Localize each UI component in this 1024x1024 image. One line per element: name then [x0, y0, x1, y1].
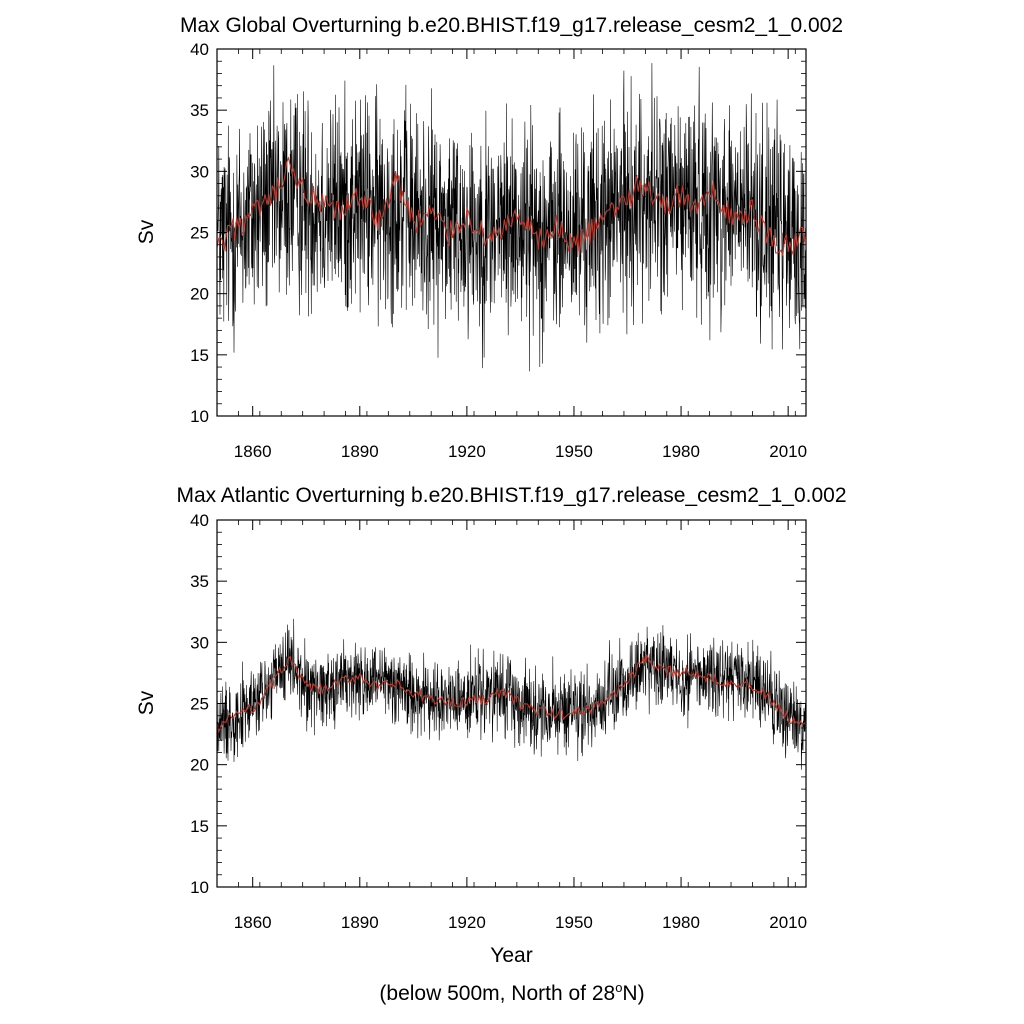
x-tick-label: 2010 — [769, 913, 807, 932]
y-tick-label: 40 — [190, 511, 209, 530]
x-tick-label: 1920 — [448, 913, 486, 932]
series-line-smoothed — [217, 653, 806, 734]
y-axis-label: Sv — [135, 690, 158, 715]
x-tick-label: 1860 — [234, 913, 272, 932]
y-axis: 10 15 20 25 30 35 40 — [190, 511, 806, 897]
x-tick-label: 2010 — [769, 442, 807, 461]
plot-area — [217, 63, 806, 372]
series-line-monthly — [217, 63, 806, 372]
x-tick-label: 1950 — [555, 442, 593, 461]
chart-panel-1: Max Global Overturning b.e20.BHIST.f19_g… — [135, 14, 843, 461]
footnote-degree: o — [615, 980, 623, 995]
x-axis: 1860 1890 1920 1950 1980 2010 — [216, 49, 807, 461]
footnote-suffix: N) — [622, 982, 645, 1005]
x-tick-label: 1980 — [662, 913, 700, 932]
x-tick-label: 1890 — [341, 913, 379, 932]
chart-title: Max Atlantic Overturning b.e20.BHIST.f19… — [176, 484, 846, 507]
y-axis: 10 15 20 25 30 35 40 — [190, 40, 806, 426]
y-tick-label: 10 — [190, 407, 209, 426]
y-tick-label: 40 — [190, 40, 209, 59]
y-tick-label: 15 — [190, 346, 209, 365]
series-line-monthly — [217, 618, 806, 770]
x-axis: 1860 1890 1920 1950 1980 2010 — [216, 520, 807, 932]
x-tick-label: 1890 — [341, 442, 379, 461]
y-tick-label: 15 — [190, 817, 209, 836]
plot-area — [217, 618, 806, 770]
chart-panel-2: Max Atlantic Overturning b.e20.BHIST.f19… — [135, 484, 847, 967]
y-tick-label: 35 — [190, 101, 209, 120]
x-tick-label: 1860 — [234, 442, 272, 461]
y-tick-label: 10 — [190, 878, 209, 897]
y-tick-label: 20 — [190, 285, 209, 304]
y-tick-label: 35 — [190, 572, 209, 591]
x-tick-label: 1920 — [448, 442, 486, 461]
footnote: (below 500m, North of 28oN) — [0, 980, 1024, 1006]
series-line-smoothed — [217, 156, 806, 256]
y-tick-label: 30 — [190, 162, 209, 181]
y-tick-label: 25 — [190, 224, 209, 243]
footnote-prefix: (below 500m, North of 28 — [379, 982, 616, 1005]
x-tick-label: 1980 — [662, 442, 700, 461]
y-axis-label: Sv — [135, 219, 158, 244]
y-tick-label: 20 — [190, 756, 209, 775]
y-tick-label: 30 — [190, 633, 209, 652]
x-axis-label: Year — [490, 944, 532, 967]
chart-title: Max Global Overturning b.e20.BHIST.f19_g… — [180, 14, 843, 37]
y-tick-label: 25 — [190, 695, 209, 714]
x-tick-label: 1950 — [555, 913, 593, 932]
